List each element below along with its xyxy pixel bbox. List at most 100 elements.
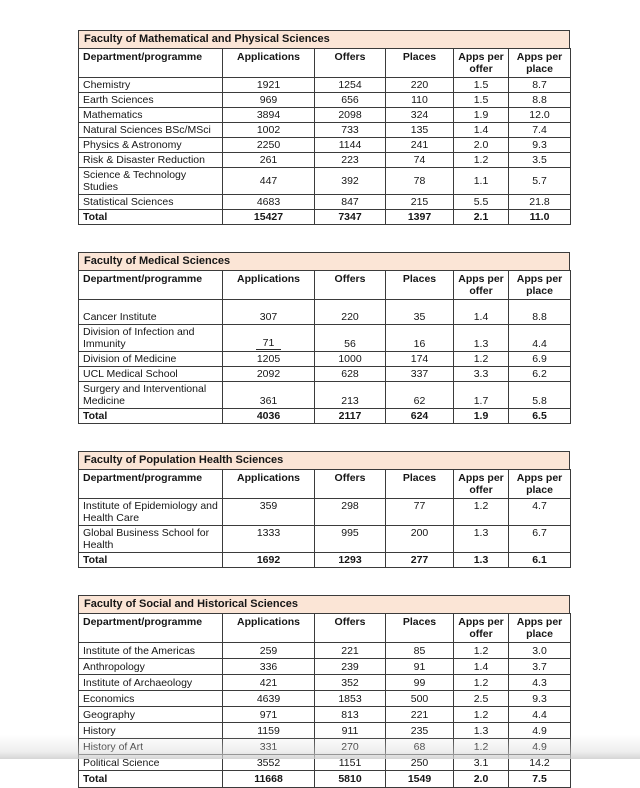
header-row: Department/programme Applications Offers Pl… — [78, 469, 571, 499]
column-header: Apps per offer — [453, 270, 509, 300]
value-cell: 235 — [385, 722, 454, 739]
value-cell: 969 — [222, 92, 315, 108]
value: 270 — [341, 740, 359, 753]
value-cell: 16 — [385, 324, 454, 352]
department-cell: History — [78, 722, 223, 739]
column-header-label: Offers — [334, 472, 366, 484]
column-header-label: Apps per place — [516, 51, 563, 75]
value-cell: 1.2 — [453, 498, 509, 526]
value-cell: 5.5 — [453, 194, 509, 210]
value-cell: 1.3 — [453, 525, 509, 553]
value-cell: 1.2 — [453, 738, 509, 755]
value-cell: 361 — [222, 381, 315, 409]
column-header: Applications — [222, 469, 315, 499]
column-header: Department/programme — [78, 270, 223, 300]
value-cell: 911 — [314, 722, 386, 739]
value-cell: 12.0 — [508, 107, 571, 123]
column-header-label: Places — [402, 51, 437, 63]
value: 2098 — [338, 109, 362, 121]
faculty-title: Faculty of Population Health Sciences — [84, 454, 284, 466]
value-cell: 813 — [314, 706, 386, 723]
department-cell: History of Art — [78, 738, 223, 755]
value: 220 — [341, 311, 359, 323]
table-row: UCL Medical School 2092 628 337 3.3 6.2 — [78, 366, 571, 382]
table-row: Institute of the Americas 259 221 85 1.2 3.0 — [78, 642, 571, 659]
value-cell: 336 — [222, 658, 315, 675]
department-name: Natural Sciences BSc/MSci — [83, 124, 211, 136]
department-name: Economics — [83, 692, 135, 705]
value-cell: 1.1 — [453, 167, 509, 195]
value-cell: 8.8 — [508, 299, 571, 325]
column-header-label: Applications — [236, 472, 300, 484]
column-header: Department/programme — [78, 469, 223, 499]
value-cell: 1921 — [222, 77, 315, 93]
value-cell: 135 — [385, 122, 454, 138]
value: 259 — [259, 644, 278, 657]
value-cell: 6.5 — [508, 408, 571, 424]
value: 392 — [341, 175, 359, 187]
value: 8.8 — [532, 311, 547, 323]
value-cell: 733 — [314, 122, 386, 138]
column-header-label: Offers — [334, 273, 366, 285]
department-cell: Global Business School for Health — [78, 525, 223, 553]
value: 2092 — [256, 368, 281, 380]
value: 3.1 — [473, 756, 489, 769]
value: 68 — [413, 740, 426, 753]
column-header: Places — [385, 469, 454, 499]
value-cell: 1.2 — [453, 152, 509, 168]
value: 6.5 — [532, 410, 547, 422]
faculty-header-band: Faculty of Population Health Sciences — [78, 451, 570, 469]
value-cell: 1000 — [314, 351, 386, 367]
value-cell: 1205 — [222, 351, 315, 367]
value-cell: 2098 — [314, 107, 386, 123]
value-cell: 3.0 — [508, 642, 571, 659]
value: 239 — [341, 660, 359, 673]
value-cell: 9.3 — [508, 690, 571, 707]
table-row: Earth Sciences 969 656 110 1.5 8.8 — [78, 92, 571, 108]
value-cell: 421 — [222, 674, 315, 691]
value: 110 — [411, 94, 428, 106]
value: 352 — [341, 676, 359, 689]
value: 324 — [410, 109, 429, 121]
value: 1549 — [407, 773, 432, 785]
total-label: Total — [83, 554, 108, 566]
faculty-data-table: Department/programme Applications Offers Pl… — [78, 613, 571, 788]
value-cell: 1.5 — [453, 77, 509, 93]
column-header-label: Apps per offer — [458, 616, 504, 640]
value: 4.9 — [532, 724, 547, 737]
value-cell: 7.4 — [508, 122, 571, 138]
value: 221 — [410, 708, 429, 721]
table-row: Surgery and Interventional Medicine 361 21… — [78, 381, 571, 409]
value: 1.2 — [473, 500, 489, 512]
value: 99 — [413, 676, 426, 689]
value: 221 — [341, 644, 359, 657]
table-row: Risk & Disaster Reduction 261 223 74 1.2 3.5 — [78, 152, 571, 168]
value: 1.9 — [473, 109, 489, 121]
value-cell: 1.9 — [453, 408, 509, 424]
column-header: Offers — [314, 469, 386, 499]
column-header: Apps per place — [508, 270, 571, 300]
value-cell: 1692 — [222, 552, 315, 568]
value: 447 — [259, 175, 278, 187]
value: 336 — [259, 660, 278, 673]
value: 12.0 — [529, 109, 550, 121]
value: 624 — [410, 410, 429, 422]
value-cell: 7.5 — [508, 770, 571, 788]
department-name: Political Science — [83, 756, 160, 769]
value: 277 — [410, 554, 429, 566]
total-label: Total — [83, 773, 108, 785]
value: 969 — [259, 94, 278, 106]
value: 307 — [259, 311, 278, 323]
value: 4639 — [256, 692, 281, 705]
faculty-block-social-historical: Faculty of Social and Historical Science… — [78, 595, 571, 788]
value: 7347 — [338, 211, 362, 223]
value: 15427 — [253, 211, 284, 223]
department-name: Mathematics — [83, 109, 143, 121]
department-name: Risk & Disaster Reduction — [83, 154, 205, 166]
value: 3.3 — [473, 368, 489, 380]
table-row: Anthropology 336 239 91 1.4 3.7 — [78, 658, 571, 675]
value: 78 — [413, 175, 426, 187]
value-cell: 1.2 — [453, 706, 509, 723]
value-cell: 77 — [385, 498, 454, 526]
department-cell: Division of Medicine — [78, 351, 223, 367]
